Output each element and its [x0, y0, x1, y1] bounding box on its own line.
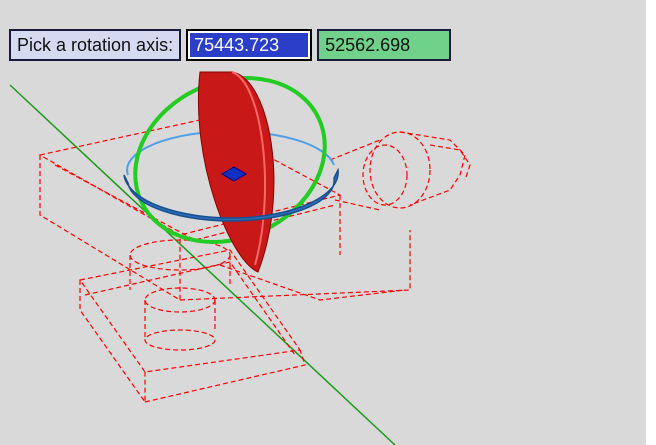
- prompt-label: Pick a rotation axis:: [9, 29, 182, 61]
- wireframe-model: [38, 119, 471, 404]
- gizmo-blue-ring[interactable]: [123, 167, 339, 222]
- rotation-axis-line: [9, 84, 396, 445]
- dynamic-input-prompt: Pick a rotation axis: 75443.723 52562.69…: [9, 28, 452, 62]
- rotate-gizmo-icon[interactable]: [108, 48, 352, 273]
- y-coordinate-input[interactable]: 52562.698: [317, 29, 452, 61]
- x-coordinate-input[interactable]: 75443.723: [186, 29, 313, 61]
- center-grip-icon[interactable]: [221, 166, 247, 182]
